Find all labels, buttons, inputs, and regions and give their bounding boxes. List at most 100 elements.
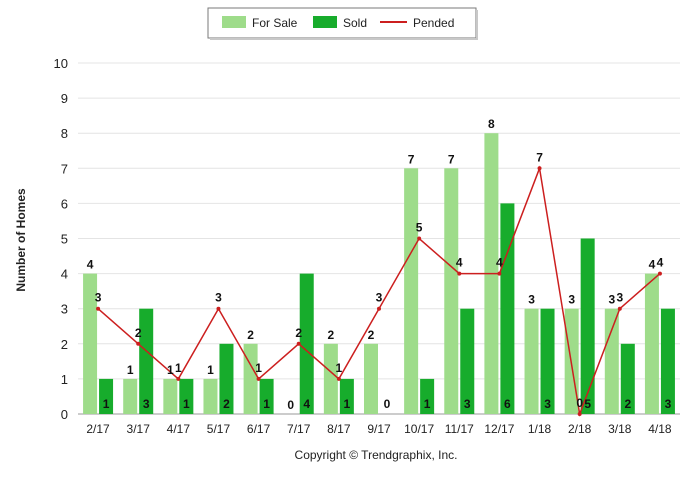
- x-tick-label: 3/18: [608, 422, 632, 436]
- y-tick-label: 3: [61, 302, 68, 317]
- data-label-sold: 3: [143, 397, 150, 411]
- y-tick-label: 1: [61, 372, 68, 387]
- data-label-pended: 0: [576, 396, 583, 410]
- bar-sold: [99, 378, 114, 414]
- copyright-text: Copyright © Trendgraphix, Inc.: [295, 448, 458, 462]
- x-tick-label: 4/18: [648, 422, 672, 436]
- data-label-for-sale: 4: [649, 258, 656, 272]
- pended-point: [216, 306, 221, 311]
- x-tick-label: 2/17: [86, 422, 110, 436]
- pended-point: [176, 376, 181, 381]
- data-label-for-sale: 2: [247, 328, 254, 342]
- bar-for-sale: [123, 378, 138, 414]
- x-tick-label: 10/17: [404, 422, 434, 436]
- data-label-for-sale: 3: [608, 293, 615, 307]
- pended-point: [136, 341, 141, 346]
- data-label-for-sale: 7: [448, 152, 455, 166]
- pended-point: [577, 412, 582, 416]
- legend-shadow: [476, 10, 478, 40]
- data-label-sold: 4: [303, 397, 310, 411]
- bar-for-sale: [444, 168, 459, 414]
- x-tick-label: 8/17: [327, 422, 351, 436]
- bar-for-sale: [364, 343, 378, 414]
- data-label-pended: 3: [616, 291, 623, 305]
- y-tick-label: 4: [61, 267, 68, 282]
- legend-box: [207, 7, 477, 39]
- data-label-sold: 3: [464, 397, 471, 411]
- pended-point: [336, 376, 341, 381]
- bar-for-sale: [243, 343, 258, 414]
- pended-point: [657, 271, 662, 276]
- gridlines: [78, 62, 680, 415]
- pended-point: [96, 306, 101, 311]
- bar-sold: [259, 378, 274, 414]
- data-label-sold: 3: [544, 397, 551, 411]
- legend: For Sale Sold Pended: [207, 7, 478, 40]
- x-tick-label: 3/17: [127, 422, 151, 436]
- y-tick-label: 7: [61, 161, 68, 176]
- data-label-pended: 1: [255, 361, 262, 375]
- bar-sold: [179, 378, 194, 414]
- bar-sold: [620, 343, 635, 414]
- data-label-pended: 2: [295, 326, 302, 340]
- bar-sold: [339, 378, 354, 414]
- data-label-sold: 1: [103, 397, 110, 411]
- data-label-for-sale: 2: [328, 328, 335, 342]
- data-label-pended: 4: [456, 256, 463, 270]
- pended-point: [417, 236, 422, 241]
- x-tick-label: 11/17: [445, 422, 474, 436]
- bar-sold: [219, 343, 234, 414]
- x-tick-label: 7/17: [287, 422, 311, 436]
- data-label-sold: 1: [424, 397, 431, 411]
- data-label-sold: 2: [624, 397, 631, 411]
- data-label-sold: 5: [584, 397, 591, 411]
- bars: [83, 133, 675, 414]
- data-label-pended: 3: [376, 291, 383, 305]
- x-tick-label: 2/18: [568, 422, 592, 436]
- bar-sold: [540, 308, 555, 414]
- y-axis-ticks: 0 1 2 3 4 5 6 7 8 9 10: [54, 56, 68, 422]
- pended-point: [497, 271, 502, 276]
- pended-point: [377, 306, 381, 311]
- bar-sold: [139, 308, 154, 414]
- bar-for-sale: [163, 378, 178, 414]
- data-label-for-sale: 3: [568, 293, 575, 307]
- y-tick-label: 8: [61, 126, 68, 141]
- data-label-pended: 1: [175, 361, 182, 375]
- bar-for-sale: [404, 168, 419, 414]
- bar-sold: [420, 378, 435, 414]
- bar-for-sale: [644, 273, 659, 414]
- pended-point: [256, 376, 261, 381]
- legend-shadow-bottom: [210, 38, 478, 40]
- data-label-pended: 5: [416, 221, 423, 235]
- data-label-sold: 2: [223, 397, 230, 411]
- legend-swatch-for-sale: [222, 16, 246, 28]
- data-label-for-sale: 8: [488, 117, 495, 131]
- pended-point: [617, 306, 622, 311]
- data-label-sold: 6: [504, 397, 511, 411]
- bar-sold: [580, 238, 595, 414]
- data-label-pended: 3: [215, 291, 222, 305]
- data-label-for-sale: 1: [167, 363, 174, 377]
- y-tick-label: 2: [61, 337, 68, 352]
- bar-sold: [460, 308, 475, 414]
- data-label-for-sale: 4: [87, 258, 94, 272]
- bar-sold: [299, 273, 314, 414]
- data-label-pended: 4: [657, 256, 664, 270]
- bar-for-sale: [604, 308, 619, 414]
- data-label-for-sale: 7: [408, 152, 415, 166]
- x-tick-label: 5/17: [207, 422, 231, 436]
- data-label-pended: 2: [135, 326, 142, 340]
- pended-point: [537, 166, 542, 171]
- bar-for-sale: [83, 273, 98, 414]
- bar-for-sale: [203, 378, 218, 414]
- legend-swatch-sold: [313, 16, 337, 28]
- x-axis-ticks: 2/17 3/17 4/17 5/17 6/17 7/17 8/17 9/17 10/17 11/…: [86, 422, 672, 436]
- y-tick-label: 6: [61, 196, 68, 211]
- pended-point: [457, 271, 462, 276]
- bar-sold: [500, 203, 515, 414]
- data-label-for-sale: 2: [368, 328, 375, 342]
- x-tick-label: 9/17: [367, 422, 391, 436]
